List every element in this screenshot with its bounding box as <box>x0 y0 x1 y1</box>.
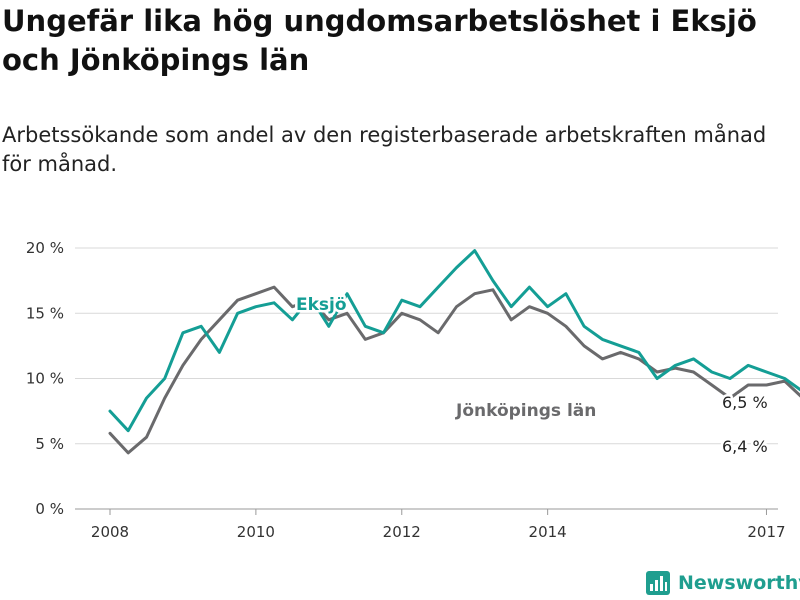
chart-subtitle: Arbetssökande som andel av den registerb… <box>2 123 767 176</box>
x-tick-label: 2012 <box>383 523 421 541</box>
series-line-eksjo <box>108 249 800 433</box>
newsworthy-logo: Newsworthy <box>646 568 800 598</box>
series-labels: Eksjö Jönköpings län 6,5 % 6,4 % <box>294 293 771 459</box>
series-lines <box>108 249 800 455</box>
series-label-jonkopings-lan: Jönköpings län <box>455 401 596 421</box>
end-value-eksjo: 6,5 % <box>722 393 768 412</box>
x-tick-labels: 200820102012201420172019202120232025 <box>91 509 786 541</box>
chart-title: Ungefär lika hög ungdomsarbetslöshet i E… <box>2 4 757 77</box>
end-value-jonkopings-lan: 6,4 % <box>722 437 768 456</box>
newsworthy-logo-icon <box>646 571 670 595</box>
y-tick-label: 20 % <box>26 239 64 257</box>
y-tick-label: 15 % <box>26 304 64 322</box>
series-label-eksjo: Eksjö <box>296 295 347 315</box>
grid-lines <box>75 247 778 510</box>
brand-name: Newsworthy <box>678 572 800 594</box>
series-line-jonkopings-lan <box>108 285 800 455</box>
y-tick-labels: 0 % 5 % 10 % 15 % 20 % <box>26 239 64 518</box>
y-tick-label: 10 % <box>26 370 64 388</box>
x-tick-label: 2017 <box>747 523 785 541</box>
x-tick-label: 2010 <box>237 523 275 541</box>
y-tick-label: 5 % <box>35 435 64 453</box>
x-tick-label: 2014 <box>529 523 567 541</box>
x-tick-label: 2008 <box>91 523 129 541</box>
y-tick-label: 0 % <box>35 500 64 518</box>
